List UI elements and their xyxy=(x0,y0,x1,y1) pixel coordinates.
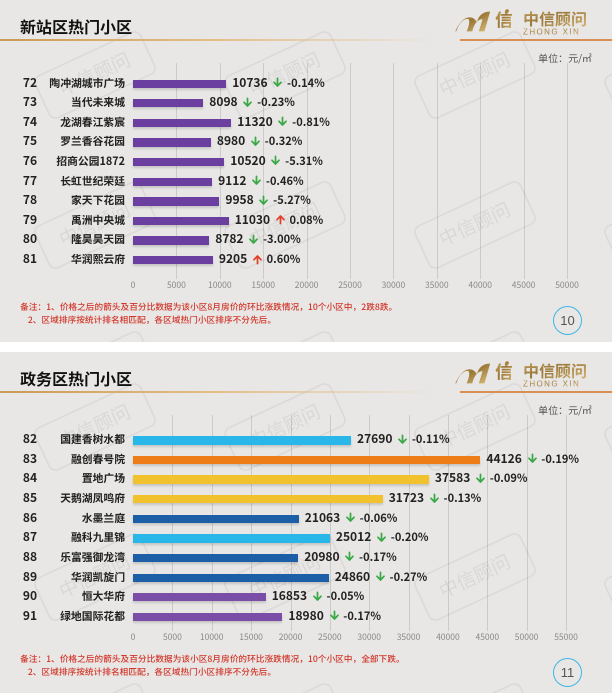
svg-text:中信顾问: 中信顾问 xyxy=(523,6,587,30)
svg-text:中信顾问: 中信顾问 xyxy=(523,358,587,382)
svg-text:ZHONG XIN: ZHONG XIN xyxy=(523,28,580,37)
svg-text:信: 信 xyxy=(495,359,513,385)
svg-text:信: 信 xyxy=(495,7,513,33)
svg-text:ZHONG XIN: ZHONG XIN xyxy=(523,380,580,389)
